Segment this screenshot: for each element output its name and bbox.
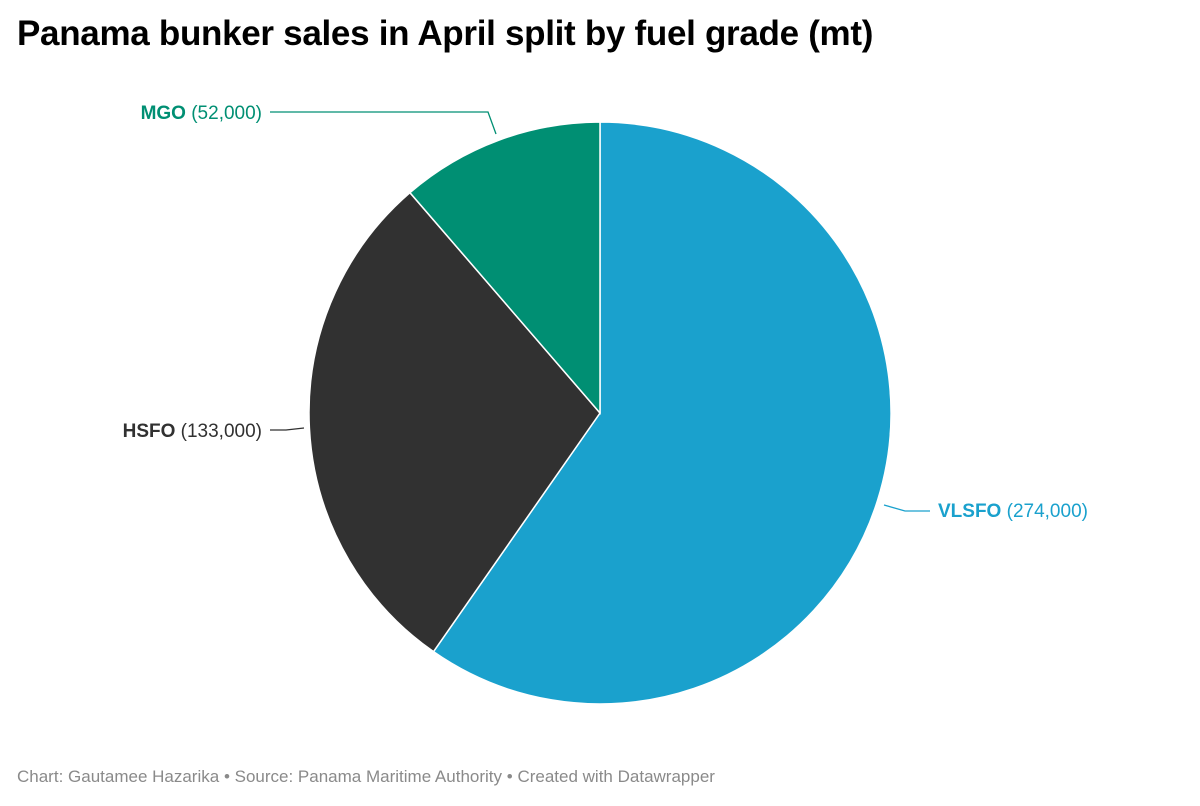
leader-line-hsfo [270,427,305,431]
slice-label-name: MGO [141,103,186,124]
chart-title: Panama bunker sales in April split by fu… [17,14,874,53]
leader-lines [270,111,930,512]
slice-label-mgo: MGO (52,000) [141,103,262,124]
footer-source: Source: Panama Maritime Authority [234,767,503,786]
slice-label-value: (274,000) [1001,501,1088,522]
leader-line-mgo [270,111,497,135]
footer-separator: • [506,767,513,786]
slice-label-value: (52,000) [186,103,262,124]
footer-credit: Chart: Gautamee Hazarika [17,767,220,786]
footer-tool: Created with Datawrapper [517,767,715,786]
slice-label-vlsfo: VLSFO (274,000) [938,501,1088,522]
slice-label-hsfo: HSFO (133,000) [123,421,262,442]
slice-labels: VLSFO (274,000) HSFO (133,000) MGO (52,000… [123,103,1088,522]
pie-slices [308,121,892,705]
pie-slice-hsfo [308,191,601,653]
slice-label-name: HSFO [123,421,176,442]
chart-footer: Chart: Gautamee Hazarika • Source: Panam… [17,767,715,787]
slice-label-value: (133,000) [175,421,262,442]
pie-slice-mgo [408,121,601,416]
footer-separator: • [223,767,230,786]
pie-slice-vlsfo [432,121,892,705]
leader-line-vlsfo [883,504,930,512]
slice-label-name: VLSFO [938,501,1001,522]
